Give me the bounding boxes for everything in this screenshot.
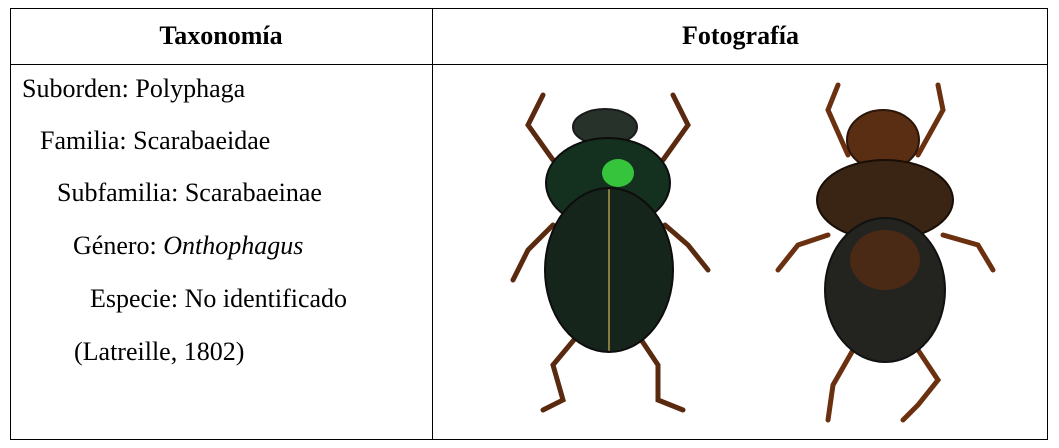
taxon: Scarabaeinae [184, 178, 322, 207]
beetle-dorsal [510, 92, 711, 413]
column-header: Fotografía [682, 21, 799, 50]
taxonomy-line: Subfamilia: Scarabaeinae [57, 178, 322, 208]
beetle-ventral [775, 82, 996, 423]
rank: Subfamilia: [57, 178, 179, 207]
column-header: Taxonomía [159, 21, 283, 50]
rank: Género: [73, 231, 157, 260]
rank: Familia: [40, 126, 127, 155]
column-divider [432, 8, 433, 440]
taxonomy-line: Especie: No identificado [90, 284, 347, 314]
taxonomy-line: Suborden: Polyphaga [22, 74, 245, 104]
taxon: Onthophagus [163, 231, 304, 260]
row-divider [10, 64, 1048, 65]
table-border [10, 8, 1048, 440]
rank: Especie: [90, 284, 179, 313]
taxon: Polyphaga [135, 74, 246, 103]
taxonomy-line: Familia: Scarabaeidae [40, 126, 270, 156]
citation: (Latreille, 1802) [74, 337, 245, 366]
taxon: Scarabaeidae [133, 126, 271, 155]
taxonomy-line: Género: Onthophagus [73, 231, 303, 261]
beetle-photos [510, 82, 996, 423]
taxon: No identificado [184, 284, 348, 313]
rank: Suborden: [22, 74, 129, 103]
